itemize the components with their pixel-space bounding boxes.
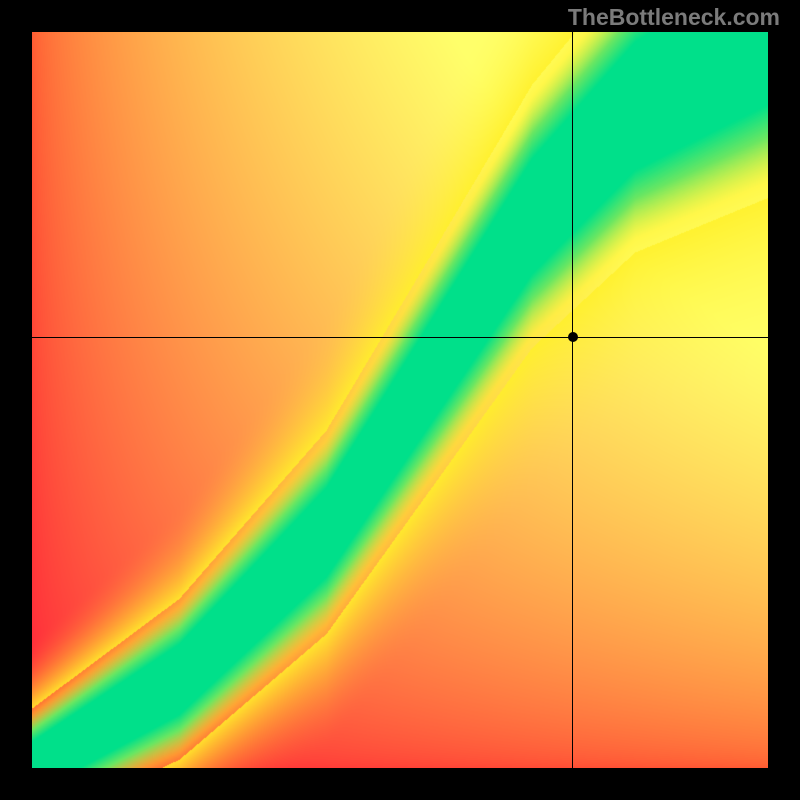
- heatmap-canvas: [32, 32, 768, 768]
- crosshair-horizontal: [32, 337, 768, 338]
- crosshair-vertical: [572, 32, 573, 768]
- watermark-text: TheBottleneck.com: [568, 4, 780, 31]
